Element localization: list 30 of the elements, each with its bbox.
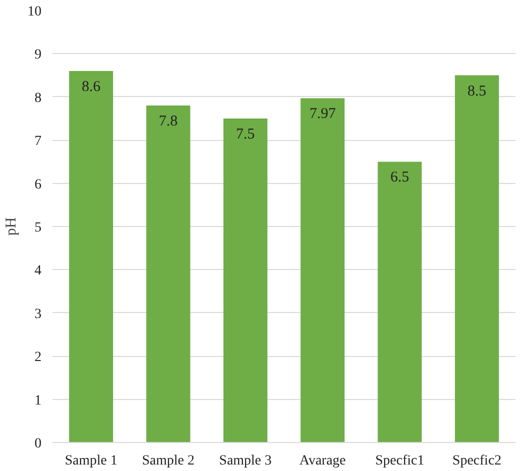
x-tick-label: Sample 3	[219, 454, 272, 468]
data-label: 6.5	[390, 170, 410, 186]
y-tick-label: 2	[34, 350, 42, 366]
y-tick-label: 7	[34, 134, 42, 150]
y-tick-label: 6	[34, 177, 42, 192]
data-label: 7.97	[309, 106, 336, 122]
data-label: 7.8	[158, 114, 178, 130]
bar	[69, 70, 114, 442]
x-tick-label: Sample 1	[64, 454, 118, 468]
x-tick-label: Avarage	[299, 454, 346, 468]
data-label: 8.6	[82, 78, 101, 95]
x-tick-label: Specfic1	[375, 454, 424, 468]
bar	[146, 106, 190, 442]
y-tick-label: 3	[34, 306, 42, 322]
y-tick-label: 5	[34, 220, 42, 236]
data-label: 7.5	[236, 126, 255, 142]
y-tick-label: 8	[34, 90, 42, 106]
y-tick-label: 9	[34, 48, 42, 63]
x-tick-label: Sample 2	[142, 454, 195, 468]
bar	[300, 98, 345, 442]
y-tick-label: 0	[34, 436, 42, 452]
bar	[454, 75, 499, 442]
data-label: 8.5	[468, 83, 486, 100]
y-axis-title: pH	[4, 217, 20, 236]
bar	[378, 162, 422, 442]
y-tick-label: 10	[28, 4, 42, 20]
y-tick-label: 1	[34, 393, 42, 408]
y-tick-label: 4	[34, 264, 42, 279]
bar	[223, 118, 268, 442]
x-tick-label: Specfic2	[452, 454, 502, 468]
